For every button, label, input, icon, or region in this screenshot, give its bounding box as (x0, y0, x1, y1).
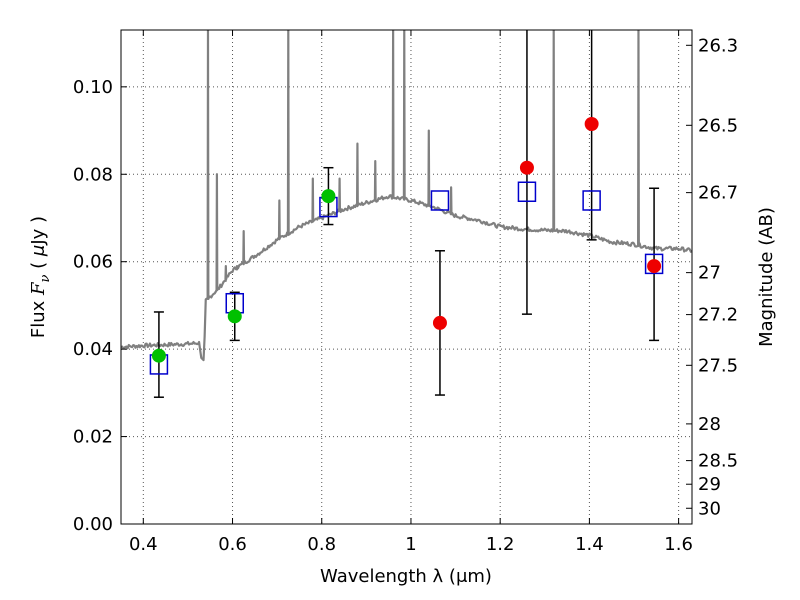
y-axis-label-post: Jy ) (28, 216, 49, 246)
y-tick-label: 0.06 (73, 252, 113, 273)
plot-area (121, 30, 692, 398)
tick-labels: 0.4 0.6 0.8 1 1.2 1.4 1.6 0.00 0.02 0.04 0.06 0.08 0… (73, 35, 738, 555)
y2-tick-label: 30 (698, 498, 721, 519)
x-tick-label: 1.4 (575, 534, 604, 555)
y-axis-label: Flux Fν ( μJy ) (28, 216, 53, 338)
y-axis-label-mid: ( (28, 256, 49, 274)
model-square-marker (644, 253, 664, 275)
infrared-photometry-point (519, 160, 534, 175)
x-tick-label: 1.6 (664, 534, 693, 555)
marker-layer (149, 116, 664, 375)
x-tick-label: 0.8 (307, 534, 336, 555)
y2-tick-label: 27 (698, 263, 721, 284)
y-axis-label-mu: μ (28, 245, 49, 257)
x-tick-label: 1.2 (486, 534, 515, 555)
y-axis-label-var: F (28, 281, 49, 296)
y-tick-label: 0.00 (73, 514, 113, 535)
infrared-photometry-point (584, 116, 599, 131)
y2-tick-label: 26.5 (698, 115, 738, 136)
y-tick-label: 0.02 (73, 427, 113, 448)
y2-tick-label: 27.2 (698, 305, 738, 326)
infrared-photometry-point (647, 259, 662, 274)
optical-photometry-point (151, 348, 166, 363)
y-tick-label: 0.04 (73, 339, 113, 360)
x-tick-label: 0.4 (129, 534, 158, 555)
plot-frame (120, 29, 693, 525)
y2-tick-label: 28.5 (698, 451, 738, 472)
model-square-marker (517, 181, 537, 203)
y-axis-label-pre: Flux (28, 295, 49, 338)
x-tick-label: 0.6 (218, 534, 247, 555)
optical-photometry-point (321, 189, 336, 204)
y2-tick-label: 29 (698, 474, 721, 495)
infrared-photometry-point (432, 315, 447, 330)
y2-tick-label: 28 (698, 414, 721, 435)
y2-tick-label: 27.5 (698, 355, 738, 376)
spectrum-layer (121, 30, 692, 362)
ticks (121, 30, 692, 525)
y-tick-label: 0.08 (73, 164, 113, 185)
x-axis-label: Wavelength λ (μm) (320, 566, 492, 587)
y-tick-label: 0.10 (73, 77, 113, 98)
model-square-marker (582, 190, 601, 211)
spectrum-line (121, 30, 692, 362)
y2-tick-label: 26.7 (698, 183, 738, 204)
y2-tick-label: 26.3 (698, 35, 738, 56)
model-square-marker (430, 190, 450, 211)
y-axis-label-sub: ν (38, 274, 53, 282)
x-tick-label: 1 (405, 534, 416, 555)
optical-photometry-point (227, 309, 242, 324)
y2-axis-label: Magnitude (AB) (756, 207, 777, 347)
